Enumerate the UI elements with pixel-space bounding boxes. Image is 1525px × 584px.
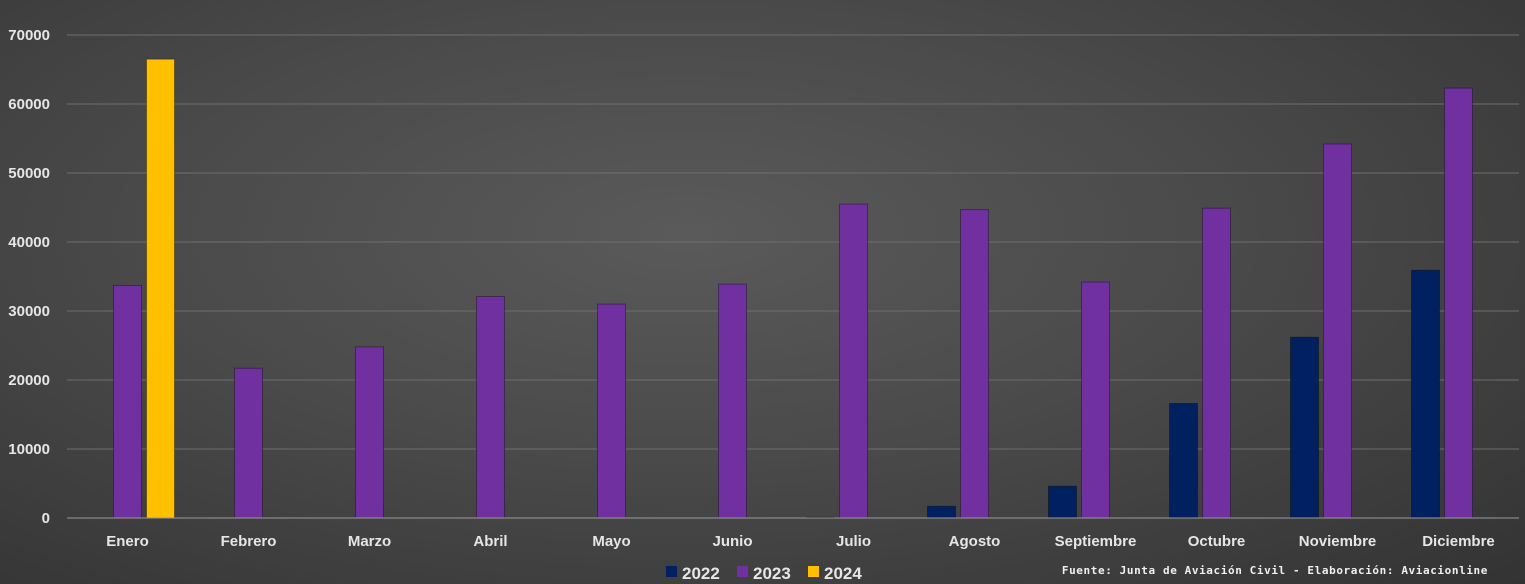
- legend-swatch-2023: [737, 566, 748, 577]
- bar-2023-febrero: [234, 367, 263, 519]
- bar-2023-julio: [839, 203, 868, 519]
- legend-swatch-2022: [666, 566, 677, 577]
- source-note: Fuente: Junta de Aviación Civil - Elabor…: [1062, 564, 1488, 577]
- x-axis: Enero Febrero Marzo Abril Mayo Junio Julio Agos…: [106, 533, 1495, 550]
- x-tick-label: Abril: [473, 533, 507, 550]
- y-tick-label: 0: [42, 510, 50, 527]
- bar-2023-junio: [718, 283, 747, 519]
- y-tick-label: 20000: [8, 372, 50, 389]
- bar-2022-agosto: [927, 505, 956, 519]
- gridlines: [67, 34, 1519, 450]
- bar-2022-noviembre: [1290, 336, 1319, 519]
- x-tick-label: Diciembre: [1422, 533, 1495, 550]
- bar-2023-abril: [476, 296, 505, 519]
- y-tick-label: 10000: [8, 441, 50, 458]
- legend-label-2024: 2024: [824, 564, 862, 583]
- bar-2023-noviembre: [1323, 143, 1352, 519]
- bar-2022-octubre: [1169, 402, 1198, 519]
- x-tick-label: Mayo: [592, 533, 630, 550]
- legend-label-2022: 2022: [682, 564, 720, 583]
- bar-2023-enero: [113, 284, 142, 519]
- legend-swatch-2024: [808, 566, 819, 577]
- bar-2022-septiembre: [1048, 485, 1077, 519]
- bar-series: [113, 58, 1473, 519]
- x-tick-label: Julio: [836, 533, 871, 550]
- x-tick-label: Enero: [106, 533, 149, 550]
- x-tick-label: Marzo: [348, 533, 391, 550]
- y-tick-label: 30000: [8, 303, 50, 320]
- y-axis: 0 10000 20000 30000 40000 50000 60000 70000: [8, 27, 50, 527]
- x-tick-label: Febrero: [221, 533, 277, 550]
- bar-2023-marzo: [355, 346, 384, 519]
- bar-2023-octubre: [1202, 207, 1231, 519]
- bar-2024-enero: [146, 58, 175, 519]
- x-tick-label: Noviembre: [1299, 533, 1377, 550]
- legend-label-2023: 2023: [753, 564, 791, 583]
- y-tick-label: 70000: [8, 27, 50, 44]
- bar-2023-agosto: [960, 209, 989, 519]
- bar-2023-mayo: [597, 303, 626, 519]
- legend: 2022 2023 2024: [666, 564, 862, 583]
- bar-2023-septiembre: [1081, 281, 1110, 519]
- y-tick-label: 50000: [8, 165, 50, 182]
- bar-2023-diciembre: [1444, 87, 1473, 519]
- x-tick-label: Septiembre: [1055, 533, 1137, 550]
- y-tick-label: 60000: [8, 96, 50, 113]
- y-tick-label: 40000: [8, 234, 50, 251]
- bar-2022-diciembre: [1411, 269, 1440, 519]
- x-tick-label: Agosto: [949, 533, 1001, 550]
- x-tick-label: Octubre: [1188, 533, 1246, 550]
- x-tick-label: Junio: [713, 533, 753, 550]
